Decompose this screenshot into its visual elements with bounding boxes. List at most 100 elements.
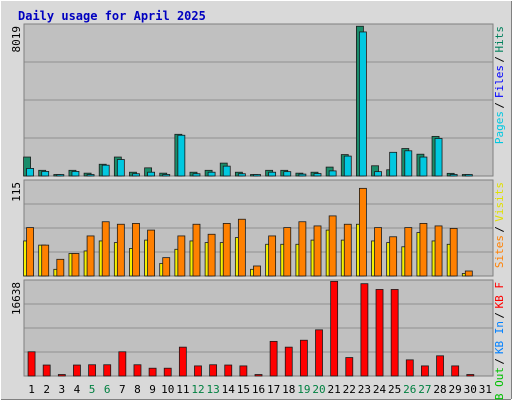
bar — [56, 258, 65, 277]
bar — [360, 283, 369, 377]
bar — [389, 151, 398, 177]
legend: Visits / Sites — [493, 182, 506, 268]
legend-entry: KB Out — [493, 367, 506, 400]
bar — [163, 367, 172, 377]
bar — [253, 265, 261, 277]
bar — [374, 227, 382, 277]
legend-separator: / — [493, 358, 506, 365]
bar — [419, 156, 428, 177]
bar — [374, 171, 382, 177]
bar — [298, 221, 307, 277]
x-tick-label: 25 — [388, 383, 401, 396]
bar — [389, 236, 398, 277]
bar — [449, 228, 458, 277]
bar — [88, 364, 96, 377]
bar — [194, 365, 202, 377]
bar — [283, 171, 292, 177]
bar — [268, 171, 277, 177]
bar — [162, 174, 171, 177]
bar — [101, 164, 110, 177]
bar — [116, 159, 125, 177]
bar — [26, 168, 34, 177]
legend-entry: KB F — [493, 282, 506, 309]
bar — [103, 364, 112, 377]
bar — [71, 171, 80, 177]
y-max-label: 16638 — [10, 282, 23, 315]
x-tick-label: 22 — [343, 383, 356, 396]
x-tick-label: 8 — [134, 383, 141, 396]
bar — [147, 229, 155, 277]
bar — [41, 244, 50, 277]
bar — [404, 227, 413, 277]
legend-separator: / — [493, 312, 506, 319]
bar — [330, 280, 339, 377]
bar — [315, 329, 323, 377]
x-tick-label: 28 — [433, 383, 446, 396]
bar — [41, 171, 50, 177]
bar — [298, 173, 307, 177]
bar — [132, 173, 140, 177]
bar — [239, 365, 248, 377]
x-tick-label: 27 — [418, 383, 431, 396]
legend: Hits / Files / Pages — [493, 26, 506, 144]
bar — [237, 173, 246, 177]
bar — [390, 289, 399, 377]
bar — [434, 138, 443, 177]
bar — [86, 235, 95, 277]
x-tick-label: 7 — [119, 383, 126, 396]
bar — [284, 346, 293, 377]
bar — [405, 359, 414, 377]
legend-entry: Sites — [493, 235, 506, 268]
bar — [71, 253, 80, 277]
legend-entry: KB In — [493, 321, 506, 354]
x-tick-label: 21 — [328, 383, 341, 396]
bar — [192, 173, 201, 177]
legend-entry: Visits — [493, 182, 506, 222]
x-tick-label: 1 — [28, 383, 35, 396]
x-tick-label: 2 — [43, 383, 50, 396]
bar — [224, 364, 233, 377]
bar — [192, 223, 201, 277]
x-tick-label: 3 — [59, 383, 66, 396]
bar — [178, 346, 187, 377]
bar — [299, 339, 308, 377]
bar — [133, 364, 142, 377]
x-tick-label: 31 — [479, 383, 492, 396]
legend-entry: Files — [493, 65, 506, 98]
bar — [73, 364, 81, 377]
chart-title: Daily usage for April 2025 — [18, 9, 206, 23]
legend-separator: / — [493, 226, 506, 233]
bar — [328, 215, 337, 277]
bar — [147, 171, 155, 177]
bar — [207, 233, 216, 277]
x-tick-label: 14 — [222, 383, 236, 396]
bar — [283, 227, 292, 277]
x-tick-label: 20 — [312, 383, 325, 396]
x-tick-label: 5 — [89, 383, 96, 396]
bar — [466, 374, 475, 377]
x-tick-label: 4 — [74, 383, 81, 396]
bar — [464, 270, 473, 277]
bar — [328, 170, 337, 177]
bar — [237, 218, 246, 277]
bar — [177, 235, 186, 277]
bar — [343, 155, 352, 177]
legend: KB F / KB In / KB Out — [493, 282, 506, 400]
bar — [343, 223, 352, 277]
bar — [419, 223, 428, 277]
x-tick-label: 24 — [373, 383, 387, 396]
y-max-label: 115 — [10, 182, 23, 202]
bar — [375, 289, 384, 377]
bar — [269, 340, 278, 377]
bar — [421, 365, 429, 377]
bar — [209, 364, 218, 377]
legend-separator: / — [493, 56, 506, 63]
x-tick-label: 16 — [252, 383, 265, 396]
bar — [148, 367, 157, 377]
bar — [434, 225, 443, 277]
bar — [86, 174, 95, 177]
x-tick-label: 17 — [267, 383, 280, 396]
x-tick-label: 11 — [176, 383, 189, 396]
